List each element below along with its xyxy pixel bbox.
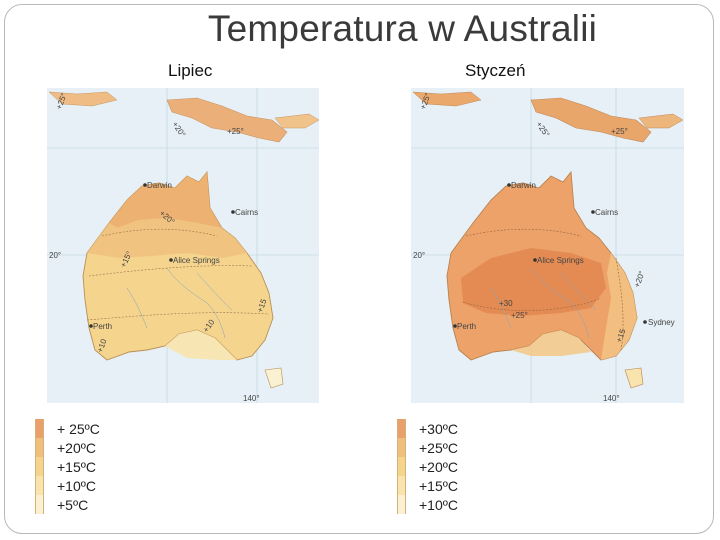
north-islands bbox=[48, 91, 118, 107]
isotherm-lines bbox=[462, 228, 624, 351]
legend-label: +25ºC bbox=[419, 439, 458, 456]
legend-item: +15ºC bbox=[397, 476, 458, 495]
legend-item: +25ºC bbox=[397, 438, 458, 457]
legend-label: +10ºC bbox=[419, 496, 458, 513]
legend-swatch bbox=[397, 419, 406, 438]
legend-item: +5ºC bbox=[35, 495, 100, 514]
legend-swatch bbox=[35, 419, 44, 438]
legend-label: +5ºC bbox=[57, 496, 89, 513]
map-label-january: Styczeń bbox=[465, 61, 526, 80]
legend-item: +15ºC bbox=[35, 457, 100, 476]
rivers bbox=[490, 267, 597, 339]
isotherm-lines bbox=[86, 228, 270, 321]
city-perth: Perth bbox=[93, 322, 112, 331]
map-label-july: Lipiec bbox=[168, 61, 213, 80]
new-guinea bbox=[530, 97, 652, 143]
legend-item: +10ºC bbox=[35, 476, 100, 495]
graticule-label-lon: 140° bbox=[603, 394, 620, 403]
legend-swatch bbox=[35, 438, 44, 457]
city-sydney: Sydney bbox=[648, 318, 675, 327]
legend-label: +15ºC bbox=[419, 477, 458, 494]
legend-item: +20ºC bbox=[397, 457, 458, 476]
north-warm-zone bbox=[109, 172, 222, 228]
legend-label: +15ºC bbox=[57, 458, 96, 475]
city-dot bbox=[231, 210, 235, 214]
legend-label: +20ºC bbox=[57, 439, 96, 456]
legend-label: +10ºC bbox=[57, 477, 96, 494]
legend-label: +20ºC bbox=[419, 458, 458, 475]
graticule-label-lon: 140° bbox=[243, 394, 260, 403]
slide-title: Temperatura w Australii bbox=[207, 8, 598, 49]
city-dot bbox=[89, 324, 93, 328]
isotherm-label: +30 bbox=[499, 299, 513, 308]
city-darwin: Darwin bbox=[147, 181, 172, 190]
city-dot bbox=[143, 183, 147, 187]
city-cairns: Cairns bbox=[235, 208, 258, 217]
legend-july: + 25ºC +20ºC +15ºC +10ºC +5ºC bbox=[35, 419, 100, 514]
city-dot bbox=[591, 210, 595, 214]
legend-swatch bbox=[397, 476, 406, 495]
graticule-label-lat: 20° bbox=[49, 251, 61, 260]
east-islands bbox=[638, 113, 684, 129]
tasmania bbox=[264, 367, 284, 389]
legend-label: +30ºC bbox=[419, 420, 458, 437]
city-alice-springs: Alice Springs bbox=[173, 256, 220, 265]
legend-item: +20ºC bbox=[35, 438, 100, 457]
legend-item: +10ºC bbox=[397, 495, 458, 514]
legend-swatch bbox=[35, 457, 44, 476]
isotherm-label: +25° bbox=[227, 127, 244, 136]
south-cool-zone bbox=[165, 330, 237, 360]
hot-interior-zone bbox=[461, 248, 606, 316]
slide-frame bbox=[4, 4, 714, 534]
south-coast-zone bbox=[511, 330, 591, 356]
legend-january: +30ºC +25ºC +20ºC +15ºC +10ºC bbox=[397, 419, 458, 514]
legend-swatch bbox=[397, 438, 406, 457]
central-zone bbox=[87, 218, 247, 258]
legend-item: +30ºC bbox=[397, 419, 458, 438]
legend-swatch bbox=[397, 457, 406, 476]
city-perth: Perth bbox=[457, 322, 476, 331]
legend-label: + 25ºC bbox=[57, 420, 100, 437]
graticule-label-lat: 20° bbox=[413, 251, 425, 260]
legend-swatch bbox=[397, 495, 406, 514]
east-islands bbox=[274, 113, 319, 129]
map-january: Darwin Cairns Alice Springs Perth Sydney… bbox=[411, 88, 684, 403]
city-dot bbox=[533, 258, 537, 262]
city-alice-springs: Alice Springs bbox=[537, 256, 584, 265]
rivers bbox=[126, 267, 233, 339]
new-guinea bbox=[166, 97, 288, 143]
southeast-zone bbox=[601, 253, 637, 360]
city-darwin: Darwin bbox=[511, 181, 536, 190]
isotherm-label: +25° bbox=[511, 311, 528, 320]
city-cairns: Cairns bbox=[595, 208, 618, 217]
city-dot bbox=[643, 320, 647, 324]
map-july: Darwin Cairns Alice Springs Perth +25° +… bbox=[47, 88, 319, 403]
tasmania bbox=[624, 367, 644, 389]
isotherm-label: +25° bbox=[611, 127, 628, 136]
city-dot bbox=[453, 324, 457, 328]
legend-item: + 25ºC bbox=[35, 419, 100, 438]
city-dot bbox=[169, 258, 173, 262]
north-islands bbox=[412, 91, 482, 107]
legend-swatch bbox=[35, 495, 44, 514]
legend-swatch bbox=[35, 476, 44, 495]
city-dot bbox=[507, 183, 511, 187]
